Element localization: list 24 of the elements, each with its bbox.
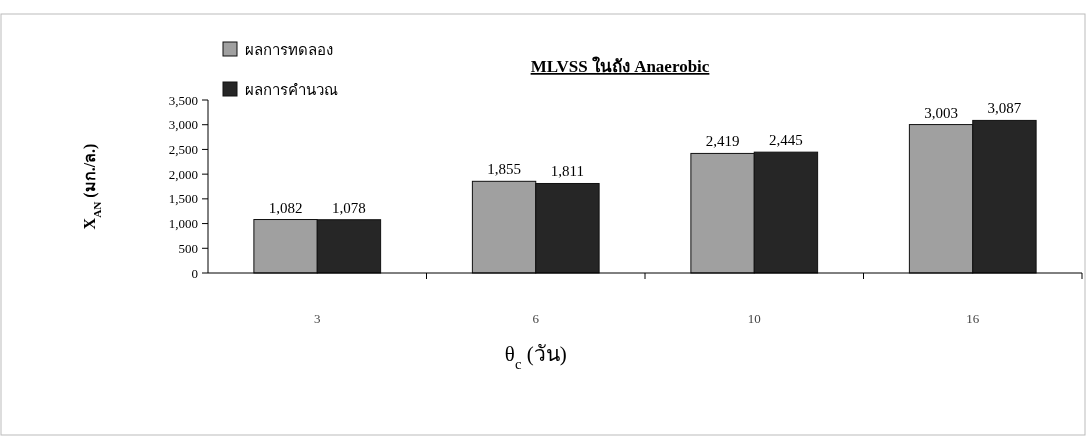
y-tick-label: 1,500 xyxy=(168,191,198,207)
y-tick-label: 1,000 xyxy=(168,216,198,232)
x-axis-title: θ$_{c}$ (วัน) xyxy=(504,342,567,372)
x-tick-label: 16 xyxy=(966,311,980,326)
y-tick-label: 500 xyxy=(178,240,198,256)
y-tick-label: 2,500 xyxy=(168,141,198,157)
chart-title: MLVSS ในถัง Anaerobic xyxy=(530,56,710,76)
data-label: 2,445 xyxy=(769,132,803,149)
data-label: 3,003 xyxy=(924,104,958,121)
legend-label: ผลการคำนวณ xyxy=(245,81,338,100)
x-tick-label: 3 xyxy=(314,311,321,326)
data-label: 1,811 xyxy=(550,163,585,180)
y-tick-label: 0 xyxy=(191,265,198,281)
y-tick-label: 3,000 xyxy=(168,117,198,133)
y-tick-label: 2,000 xyxy=(168,166,198,182)
data-label: 2,419 xyxy=(705,133,740,150)
data-label: 1,078 xyxy=(332,199,366,216)
x-tick-label: 10 xyxy=(747,311,761,326)
data-label: 1,855 xyxy=(487,161,521,178)
data-label: 1,082 xyxy=(268,199,303,216)
y-tick-label: 3,500 xyxy=(168,92,198,108)
x-tick-label: 6 xyxy=(532,311,540,326)
legend-label: ผลการทดลอง xyxy=(245,41,333,60)
data-label: 3,087 xyxy=(987,100,1022,117)
